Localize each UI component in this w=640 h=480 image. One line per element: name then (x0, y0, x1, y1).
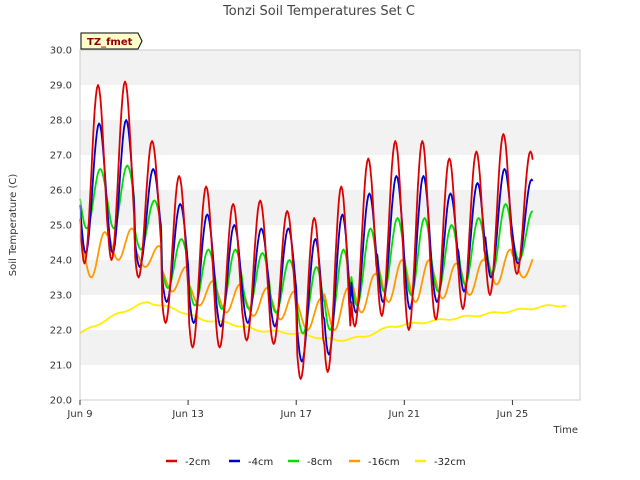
x-tick-label: Jun 25 (496, 409, 529, 420)
chart-title: Tonzi Soil Temperatures Set C (222, 4, 415, 19)
x-tick-label: Jun 9 (66, 409, 92, 420)
series-line-2cm (79, 80, 534, 380)
x-tick-label: Jun 17 (279, 409, 312, 420)
plot-frame (79, 49, 581, 401)
grid-band (80, 260, 580, 295)
legend-label: -32cm (434, 457, 466, 468)
y-tick-label: 27.0 (50, 151, 72, 162)
grid-band (80, 50, 580, 85)
y-tick-label: 29.0 (50, 81, 72, 92)
y-tick-label: 24.0 (50, 256, 72, 267)
y-tick-label: 22.0 (50, 326, 72, 337)
y-tick-label: 20.0 (50, 396, 72, 407)
legend-label: -16cm (368, 457, 400, 468)
x-tick-label: Jun 13 (171, 409, 204, 420)
grid-band (80, 120, 580, 155)
legend-label: -8cm (307, 457, 332, 468)
grid-band (80, 365, 580, 400)
annotation-tag: TZ_fmet (80, 32, 143, 50)
annotation-label: TZ_fmet (87, 37, 133, 48)
y-tick-label: 25.0 (50, 221, 72, 232)
y-axis-label: Soil Temperature (C) (8, 174, 19, 277)
grid-band (80, 190, 580, 225)
grid-band (80, 85, 580, 120)
legend-label: -4cm (248, 457, 273, 468)
x-axis-label: Time (553, 425, 578, 436)
y-tick-label: 23.0 (50, 291, 72, 302)
grid-band (80, 155, 580, 190)
x-tick-label: Jun 21 (388, 409, 421, 420)
y-tick-label: 28.0 (50, 116, 72, 127)
y-tick-label: 30.0 (50, 46, 72, 57)
grid-band (80, 225, 580, 260)
y-tick-label: 26.0 (50, 186, 72, 197)
y-tick-label: 21.0 (50, 361, 72, 372)
legend-label: -2cm (185, 457, 210, 468)
